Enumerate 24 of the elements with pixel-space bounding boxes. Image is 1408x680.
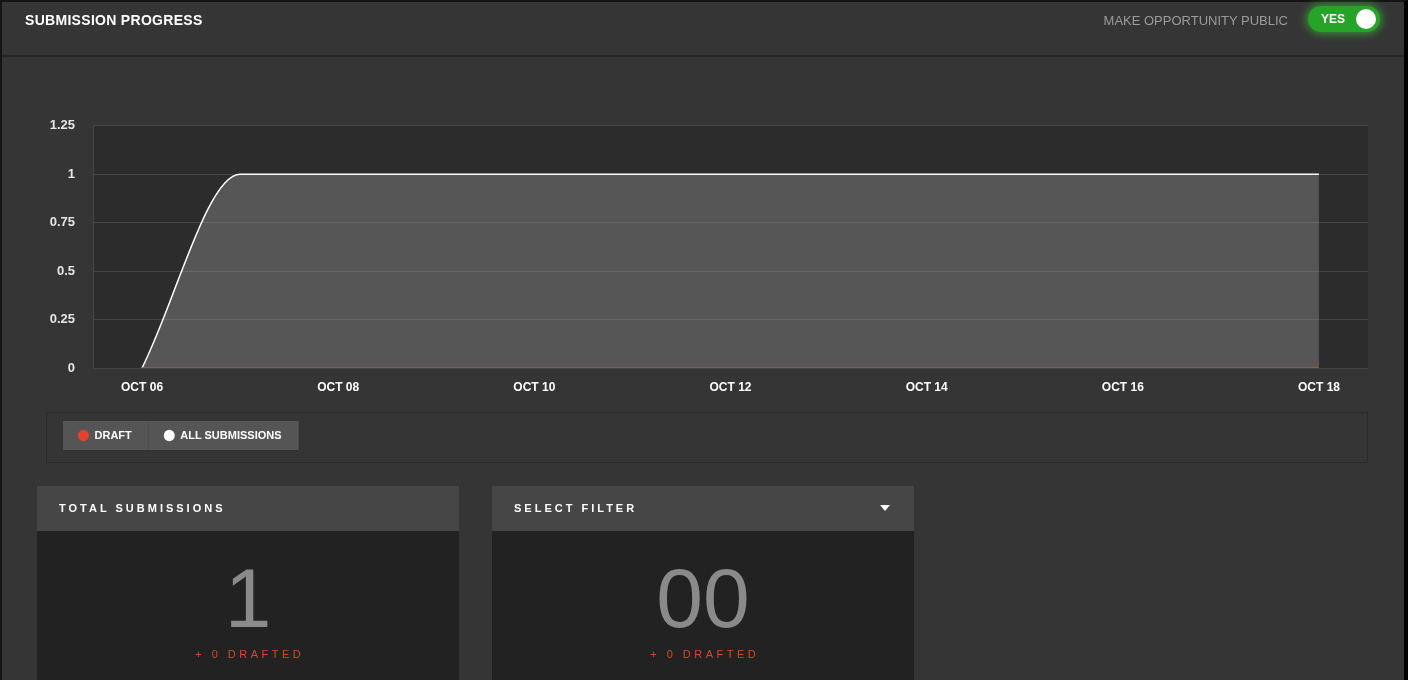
text: 00	[655, 551, 751, 645]
x-tick-label: OCT 12	[709, 379, 752, 394]
x-tick-label: OCT 18	[1297, 379, 1341, 394]
x-tick-label: OCT 08	[317, 379, 360, 394]
x-tick-label: OCT 06	[121, 379, 164, 394]
legend-label: ALL SUBMISSIONS	[180, 428, 282, 441]
text: 1	[223, 551, 273, 645]
y-tick-label: 0.75	[49, 214, 75, 230]
y-tick-label: 1	[67, 165, 75, 181]
y-tick-label: 1.25	[49, 117, 75, 133]
x-tick-label: OCT 10	[513, 379, 556, 394]
x-tick-label: OCT 14	[905, 379, 948, 394]
chart-title: SUBMISSION PROGRESS	[25, 12, 203, 28]
text: SELECT FILTER	[514, 502, 638, 514]
text: + 0 DRAFTED	[649, 648, 760, 660]
y-tick-label: 0	[67, 359, 75, 375]
toggle-switch: YES	[1308, 6, 1380, 32]
y-tick-label: 0.25	[49, 311, 75, 327]
text: MAKE OPPORTUNITY PUBLIC	[1103, 13, 1288, 28]
y-tick-label: 0.5	[56, 262, 75, 278]
text: TOTAL SUBMISSIONS	[59, 502, 226, 514]
legend-label: DRAFT	[94, 428, 133, 441]
x-tick-label: OCT 16	[1101, 379, 1145, 394]
text: + 0 DRAFTED	[194, 648, 305, 660]
